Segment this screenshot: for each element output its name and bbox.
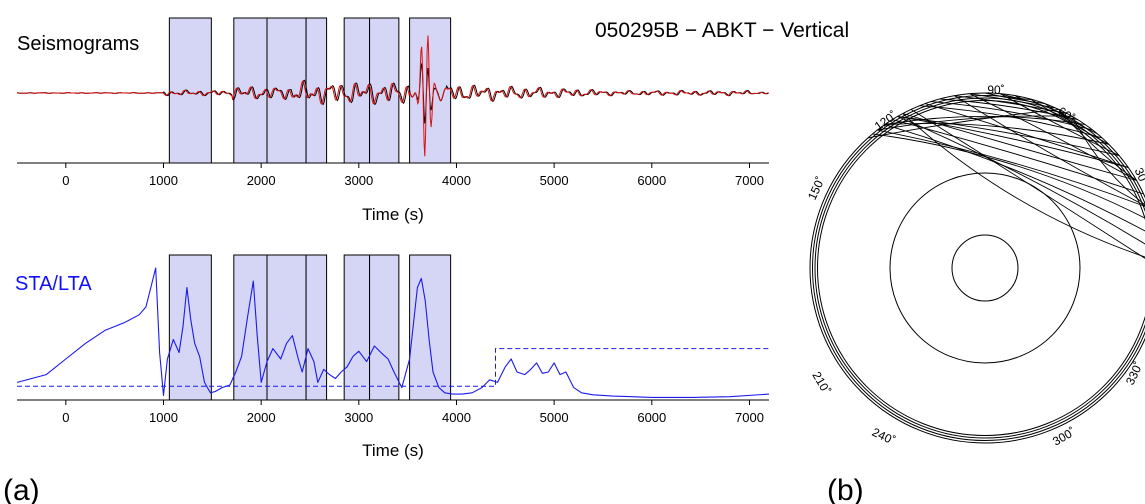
threshold-line [17,348,769,387]
seismogram-tick-label: 3000 [344,173,373,188]
seismogram-tick-label: 1000 [149,173,178,188]
ray-path [924,103,1129,169]
sta-lta-line [17,267,769,398]
sta-lta-window-2 [233,254,268,401]
sta-lta-label: STA/LTA [15,273,92,295]
synthetic-waveform-line [17,35,769,157]
ray-path [1000,93,1120,156]
ray-path [954,95,1145,207]
seismogram-traces [17,35,769,157]
angle-label: 330˚ [1123,359,1145,387]
sta-lta-x-ticks: 0 1000 2000 3000 4000 5000 6000 7000 [62,400,764,425]
earth-surface-ring [809,92,1145,444]
sta-lta-time-windows [168,254,452,401]
panel-label-b: (b) [827,474,864,504]
panel-label-a: (a) [3,474,40,504]
sta-lta-window-1 [168,254,212,401]
ray-path [867,108,1060,139]
sta-lta-tick-label: 7000 [735,410,764,425]
earth-surface-ring [814,97,1145,439]
seismogram-tick-label: 4000 [442,173,471,188]
ray-path [877,129,1145,207]
seismogram-window-4 [305,17,328,164]
sta-lta-window-4 [305,254,328,401]
angle-label: 240˚ [870,425,898,448]
seismogram-tick-label: 6000 [637,173,666,188]
sta-lta-xlabel: Time (s) [362,441,424,460]
ray-path [1058,109,1137,181]
seismogram-tick-label: 7000 [735,173,764,188]
sta-lta-traces [17,267,769,398]
ray-path [1030,98,1109,145]
ray-path [872,133,1145,219]
sta-lta-panel: 0 1000 2000 3000 4000 5000 6000 7000 Time (s) S… [15,254,769,460]
ray-path [1015,95,1022,98]
earth-surface-ring [817,100,1145,436]
inner-core-boundary [951,234,1019,302]
sta-lta-window-3 [266,254,307,401]
seismogram-tick-label: 5000 [540,173,569,188]
seismogram-panel: 0 1000 2000 3000 4000 5000 6000 7000 Time (s) S… [17,17,769,224]
seismogram-xlabel: Time (s) [362,205,424,224]
outer-core-boundary [889,172,1081,364]
ray-path [954,95,1068,114]
sta-lta-tick-label: 5000 [540,410,569,425]
earth-surface-ring [812,95,1145,441]
figure-title: 050295B − ABKT − Vertical [595,19,849,42]
seismogram-tick-label: 0 [62,173,69,188]
angle-label: 90˚ [987,83,1004,97]
sta-lta-window-7 [409,254,452,401]
sta-lta-tick-label: 4000 [442,410,471,425]
ray-path [884,124,1145,232]
ray-path [910,109,1145,259]
seismogram-x-ticks: 0 1000 2000 3000 4000 5000 6000 7000 [62,163,764,188]
seismogram-tick-label: 2000 [247,173,276,188]
seismogram-window-1 [168,17,212,164]
ray-path [1044,103,1098,135]
ray-path [984,92,1045,105]
sta-lta-tick-label: 2000 [247,410,276,425]
sta-lta-tick-label: 6000 [637,410,666,425]
sta-lta-tick-label: 1000 [149,410,178,425]
angle-label: 300˚ [1050,424,1078,448]
sta-lta-window-6 [369,254,400,401]
ray-path [1072,116,1145,206]
sta-lta-tick-label: 0 [62,410,69,425]
ray-path [1000,93,1034,101]
ray-path [969,93,1137,181]
ray-path [897,115,1145,245]
sta-lta-tick-label: 3000 [344,410,373,425]
ray-path-plot: 90˚60˚30˚330˚300˚240˚210˚150˚120˚ [805,83,1145,449]
seismogram-label: Seismograms [17,33,139,55]
sta-lta-window-5 [343,254,371,401]
ray-path [902,113,1145,258]
angle-label: 210˚ [809,369,833,397]
